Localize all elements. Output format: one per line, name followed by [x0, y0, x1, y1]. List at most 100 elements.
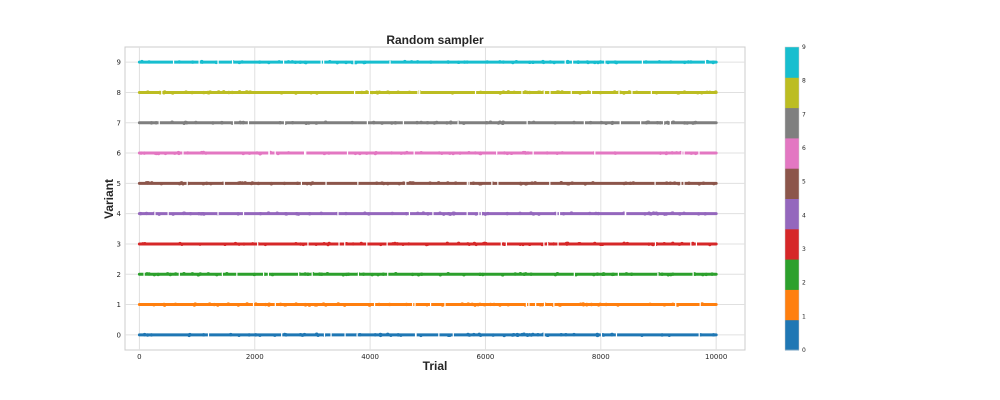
data-point	[691, 241, 695, 246]
data-point	[691, 121, 695, 125]
data-point	[236, 303, 241, 307]
data-point	[298, 242, 303, 246]
data-point	[253, 333, 258, 337]
data-point	[242, 242, 246, 246]
data-point	[624, 272, 629, 276]
sample-gap	[692, 271, 694, 277]
data-point	[204, 151, 208, 155]
data-point	[361, 272, 366, 276]
data-point	[672, 181, 677, 185]
data-point	[560, 90, 564, 94]
data-point	[651, 242, 655, 247]
data-point	[528, 60, 532, 65]
data-point	[158, 90, 162, 95]
data-point	[344, 242, 349, 246]
sample-gap	[325, 180, 327, 186]
colorbar-segment	[785, 137, 799, 169]
data-point	[252, 272, 256, 277]
data-point	[667, 333, 671, 337]
data-point	[207, 302, 212, 306]
data-point	[451, 151, 455, 156]
data-point	[712, 181, 716, 186]
data-point	[188, 332, 192, 337]
data-point	[386, 332, 390, 336]
data-point	[401, 181, 406, 185]
y-tick-label: 9	[117, 59, 121, 67]
data-point	[505, 151, 510, 156]
data-point	[395, 242, 400, 246]
data-point	[610, 121, 614, 125]
sample-gap	[311, 271, 313, 277]
data-point	[595, 333, 600, 338]
sample-gap	[650, 89, 652, 95]
colorbar-segment	[785, 198, 799, 230]
data-point	[254, 302, 258, 306]
data-point	[446, 212, 451, 216]
data-point	[201, 182, 206, 186]
data-point	[359, 241, 363, 246]
data-point	[689, 151, 694, 155]
data-point	[505, 211, 509, 216]
data-point	[250, 181, 255, 185]
data-point	[572, 332, 576, 337]
data-point	[269, 182, 274, 186]
data-point	[362, 60, 366, 65]
y-axis-ticks: 0 1 2 3 4 5 6 7 8 9	[117, 59, 122, 340]
data-series	[137, 59, 718, 338]
sample-gap	[625, 211, 627, 217]
data-point	[419, 120, 423, 125]
data-point	[147, 272, 151, 276]
colorbar-segment	[785, 319, 799, 351]
data-point	[255, 151, 259, 155]
sample-gap	[657, 271, 659, 277]
colorbar-segment	[785, 289, 799, 321]
data-point	[225, 272, 229, 276]
data-point	[286, 60, 291, 64]
sample-gap	[438, 332, 440, 338]
data-point	[486, 211, 490, 216]
sample-gap	[143, 271, 145, 277]
data-point	[223, 242, 227, 247]
data-point	[525, 333, 529, 337]
data-point	[558, 303, 562, 307]
data-point	[273, 333, 277, 337]
data-point	[283, 303, 287, 307]
data-point	[188, 211, 193, 216]
data-point	[532, 120, 536, 124]
data-point	[314, 303, 319, 307]
data-point	[206, 91, 211, 95]
sample-gap	[444, 302, 446, 308]
data-point	[502, 333, 506, 338]
data-point	[173, 302, 178, 307]
data-point	[360, 90, 364, 95]
data-point	[462, 60, 467, 64]
data-point	[640, 333, 644, 337]
data-point	[209, 181, 213, 186]
data-point	[258, 211, 263, 216]
data-point	[364, 90, 369, 94]
data-point	[525, 90, 530, 95]
data-point	[389, 151, 394, 155]
data-point	[560, 151, 565, 155]
sample-gap	[338, 241, 340, 247]
data-point	[453, 181, 458, 185]
data-point	[295, 181, 300, 186]
data-point	[258, 333, 262, 337]
sample-gap	[161, 89, 163, 95]
data-point	[470, 302, 474, 307]
data-point	[522, 272, 526, 276]
data-point	[662, 242, 666, 246]
sample-gap	[252, 302, 255, 308]
data-point	[472, 332, 476, 337]
sample-gap	[257, 241, 259, 247]
data-point	[502, 151, 507, 155]
data-point	[314, 121, 319, 125]
data-point	[647, 242, 651, 246]
data-point	[682, 90, 687, 94]
data-point	[586, 90, 591, 94]
y-tick-label: 2	[117, 271, 121, 279]
data-point	[581, 302, 585, 306]
data-point	[286, 151, 291, 155]
data-point	[474, 212, 478, 216]
data-point	[181, 211, 186, 216]
